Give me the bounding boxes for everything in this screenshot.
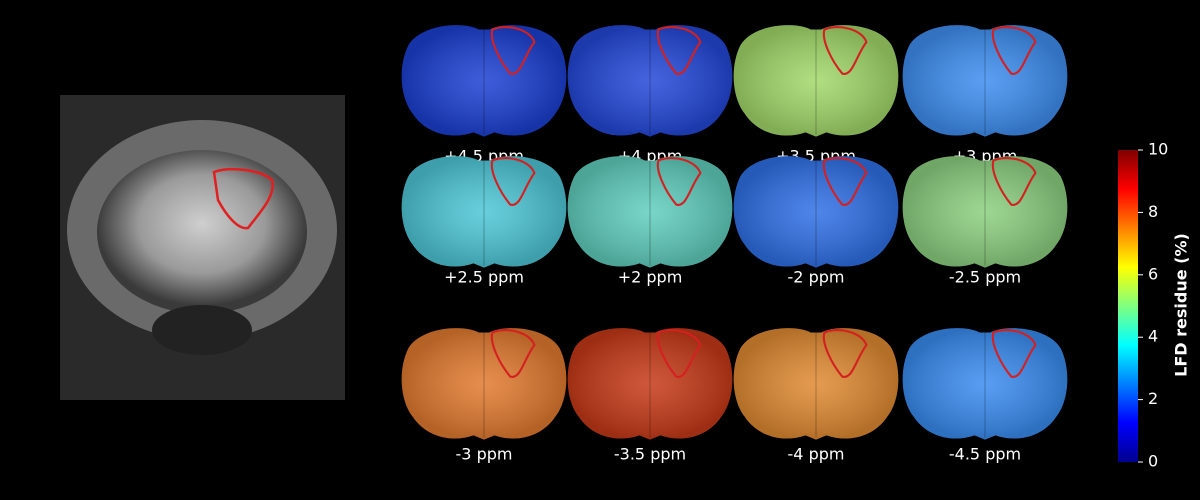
map-panel [733,25,899,137]
map-panel [567,25,733,137]
colorbar-tick-label: 6 [1148,264,1158,283]
map-panel [401,156,567,268]
brain-shading [902,25,1068,137]
panel-label: -4 ppm [788,445,845,464]
panel-label: -2 ppm [788,268,845,287]
colorbar-tick-label: 8 [1148,202,1158,221]
brain-shading [401,328,567,440]
map-panel [567,328,733,440]
map-panel [401,25,567,137]
roi-outline [656,328,702,378]
roi-outline [490,328,536,378]
anatomical-image [60,95,345,400]
map-panel [733,156,899,268]
map-panel [567,156,733,268]
roi-outline [822,156,868,206]
colorbar [1118,150,1138,462]
panel-label: -2.5 ppm [949,268,1021,287]
brain-shading [733,328,899,440]
map-panel [733,328,899,440]
brain-shading [567,156,733,268]
roi-outline [991,328,1037,378]
roi-outline [490,156,536,206]
panel-label: -4.5 ppm [949,445,1021,464]
panel-label: -3.5 ppm [614,445,686,464]
roi-outline [656,156,702,206]
map-panel [902,25,1068,137]
map-panel [401,328,567,440]
colorbar-tick-label: 10 [1148,140,1168,159]
panel-label: +2.5 ppm [444,268,524,287]
roi-outline [490,25,536,75]
brain-shading [401,156,567,268]
map-panel [902,328,1068,440]
brain-shading [567,25,733,137]
panel-label: -3 ppm [456,445,513,464]
brain-shading [733,156,899,268]
roi-outline [991,25,1037,75]
roi-outline [822,328,868,378]
brain-shading [567,328,733,440]
colorbar-label: LFD residue (%) [1172,233,1191,377]
brain-shading [902,328,1068,440]
colorbar-tick-label: 0 [1148,452,1158,471]
roi-outline [656,25,702,75]
panel-label: +2 ppm [618,268,683,287]
map-panel [902,156,1068,268]
brain-shading [733,25,899,137]
colorbar-tick-label: 4 [1148,327,1158,346]
roi-outline [991,156,1037,206]
brain-shading [401,25,567,137]
colorbar-tick-label: 2 [1148,389,1158,408]
brain-shading [902,156,1068,268]
roi-outline [822,25,868,75]
